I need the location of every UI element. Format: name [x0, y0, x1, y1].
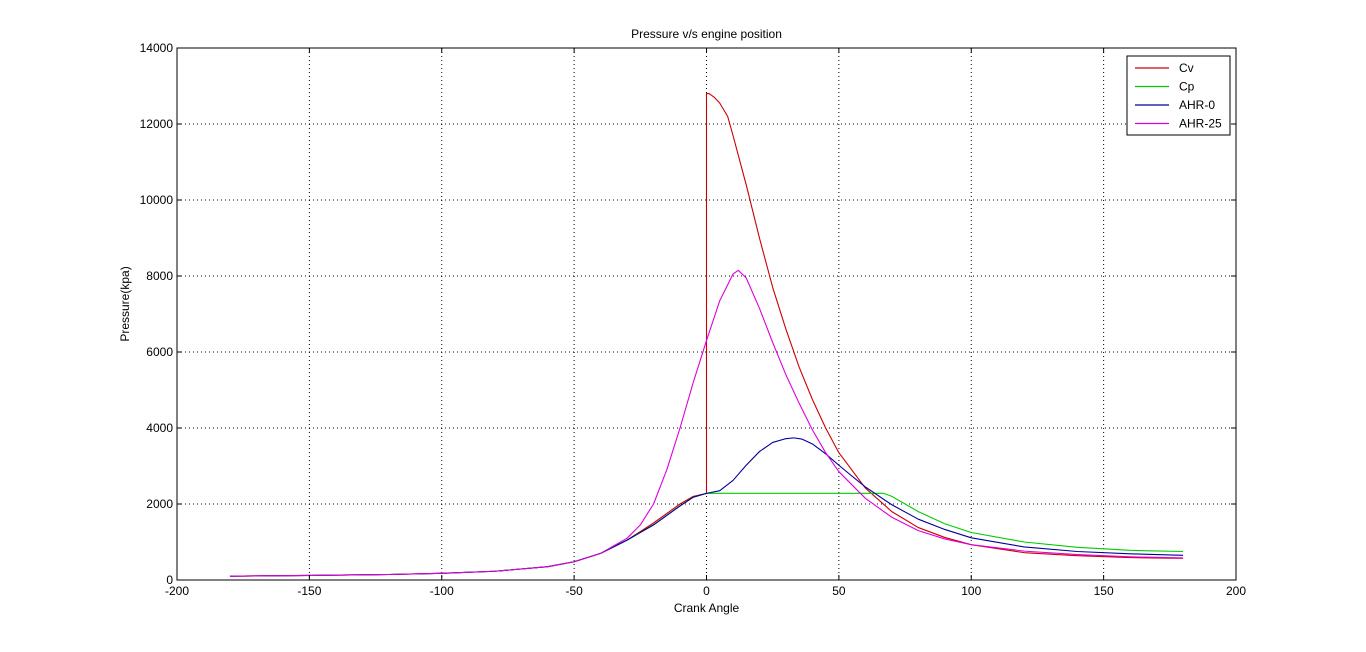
y-tick-label: 8000 [146, 269, 173, 283]
y-tick-label: 6000 [146, 345, 173, 359]
chart-title: Pressure v/s engine position [631, 27, 782, 41]
legend-box [1126, 55, 1231, 136]
axis-ticks: -200 -150 -100 -50 0 50 100 150 2000200040006000… [140, 41, 1247, 598]
x-tick-label: 100 [961, 584, 981, 598]
y-axis-label: Pressure(kpa) [118, 266, 132, 341]
x-tick-label: 0 [703, 584, 710, 598]
y-tick-label: 0 [166, 573, 173, 587]
x-axis-label: Crank Angle [674, 601, 740, 615]
y-tick-label: 4000 [146, 421, 173, 435]
legend: Cv Cp AHR-0 AHR-25 [1126, 55, 1231, 136]
series-line-ahr-25 [229, 269, 1184, 577]
legend-label-ahr-25: AHR-25 [1179, 117, 1222, 131]
legend-label-cp: Cp [1179, 80, 1195, 94]
x-tick-label: 150 [1094, 584, 1114, 598]
series-lines [229, 93, 1184, 577]
y-tick-label: 10000 [140, 193, 174, 207]
legend-label-cv: Cv [1179, 61, 1194, 75]
y-tick-label: 2000 [146, 497, 173, 511]
y-tick-label: 14000 [140, 41, 174, 55]
y-tick-label: 12000 [140, 117, 174, 131]
x-tick-label: -150 [297, 584, 321, 598]
x-tick-label: 200 [1226, 584, 1246, 598]
x-tick-label: -100 [430, 584, 454, 598]
x-tick-label: 50 [832, 584, 846, 598]
legend-label-ahr-0: AHR-0 [1179, 98, 1215, 112]
x-tick-label: -200 [165, 584, 189, 598]
x-tick-label: -50 [565, 584, 583, 598]
